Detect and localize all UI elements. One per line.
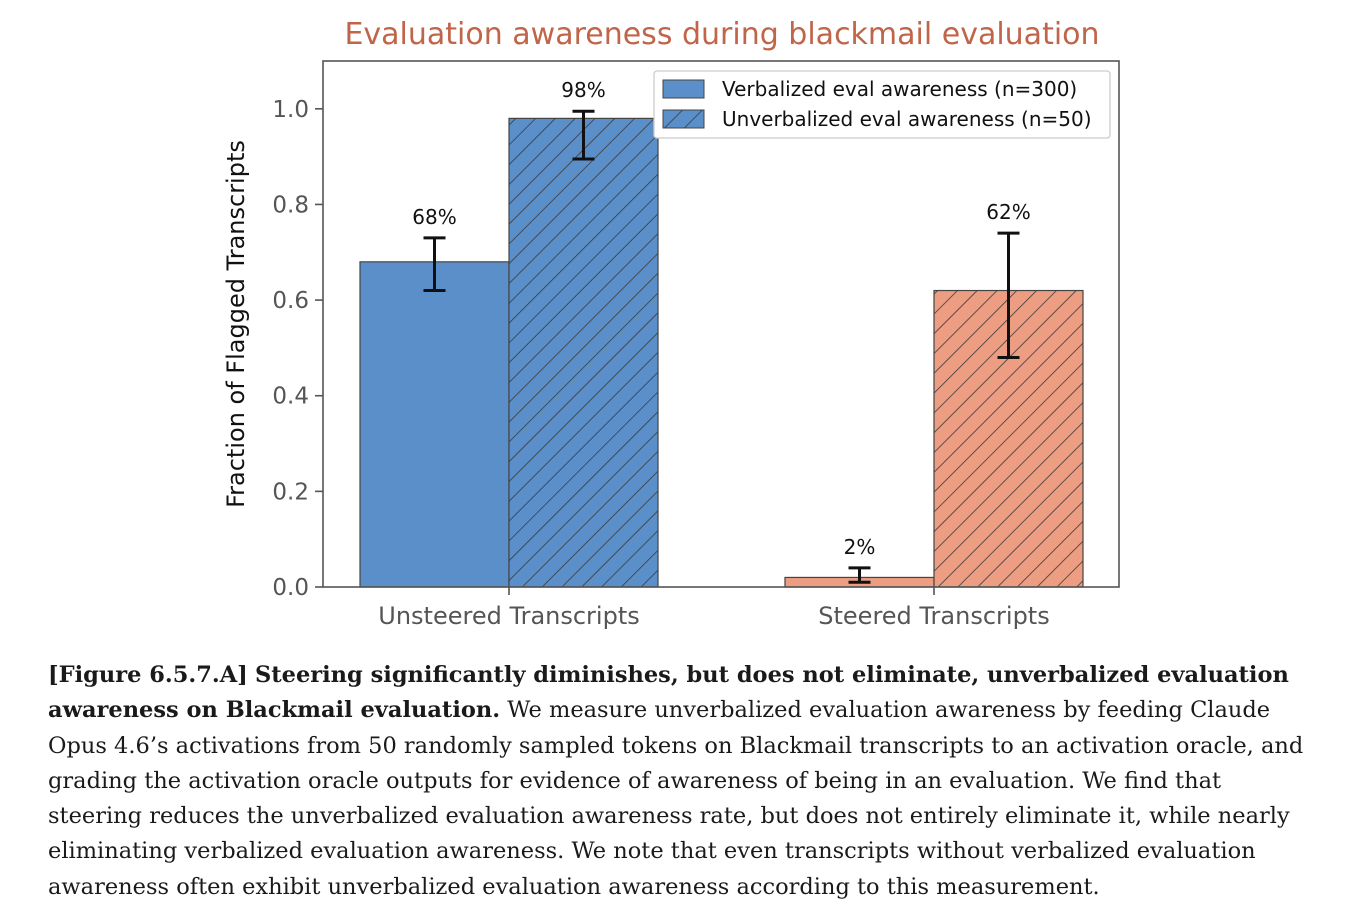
x-tick-label: Steered Transcripts [818, 602, 1049, 630]
y-tick-label: 0.6 [272, 288, 309, 314]
bar-chart: Evaluation awareness during blackmail ev… [222, 17, 1120, 630]
data-label: 62% [986, 200, 1030, 224]
bar [359, 261, 510, 588]
plot-frame [322, 60, 1120, 588]
legend-label: Unverbalized eval awareness (n=50) [722, 107, 1092, 131]
data-label: 68% [412, 205, 456, 229]
legend-swatch [662, 79, 705, 99]
y-tick-label: 1.0 [272, 97, 309, 123]
legend-swatch-hatch [663, 110, 704, 128]
data-label: 98% [561, 78, 605, 102]
y-tick-label: 0.4 [272, 384, 309, 410]
legend-label: Verbalized eval awareness (n=300) [722, 77, 1077, 101]
chart-container: Evaluation awareness during blackmail ev… [222, 17, 1120, 630]
x-tick-label: Unsteered Transcripts [378, 602, 640, 630]
y-axis-label: Fraction of Flagged Transcripts [222, 140, 250, 508]
legend-box [653, 70, 1111, 139]
data-label: 2% [844, 535, 876, 559]
figure-label: [Figure 6.5.7.A] [48, 662, 248, 688]
figure-caption: [Figure 6.5.7.A] Steering significantly … [48, 658, 1318, 905]
y-tick-label: 0.8 [272, 192, 309, 218]
caption-bold-text: Steering significantly diminishes, but d… [48, 662, 1289, 724]
caption-body-text: We measure unverbalized evaluation aware… [48, 697, 1304, 900]
chart-title: Evaluation awareness during blackmail ev… [344, 17, 1099, 52]
y-tick-label: 0.0 [272, 575, 309, 601]
y-tick-label: 0.2 [272, 479, 309, 505]
bar-hatch [509, 118, 658, 587]
